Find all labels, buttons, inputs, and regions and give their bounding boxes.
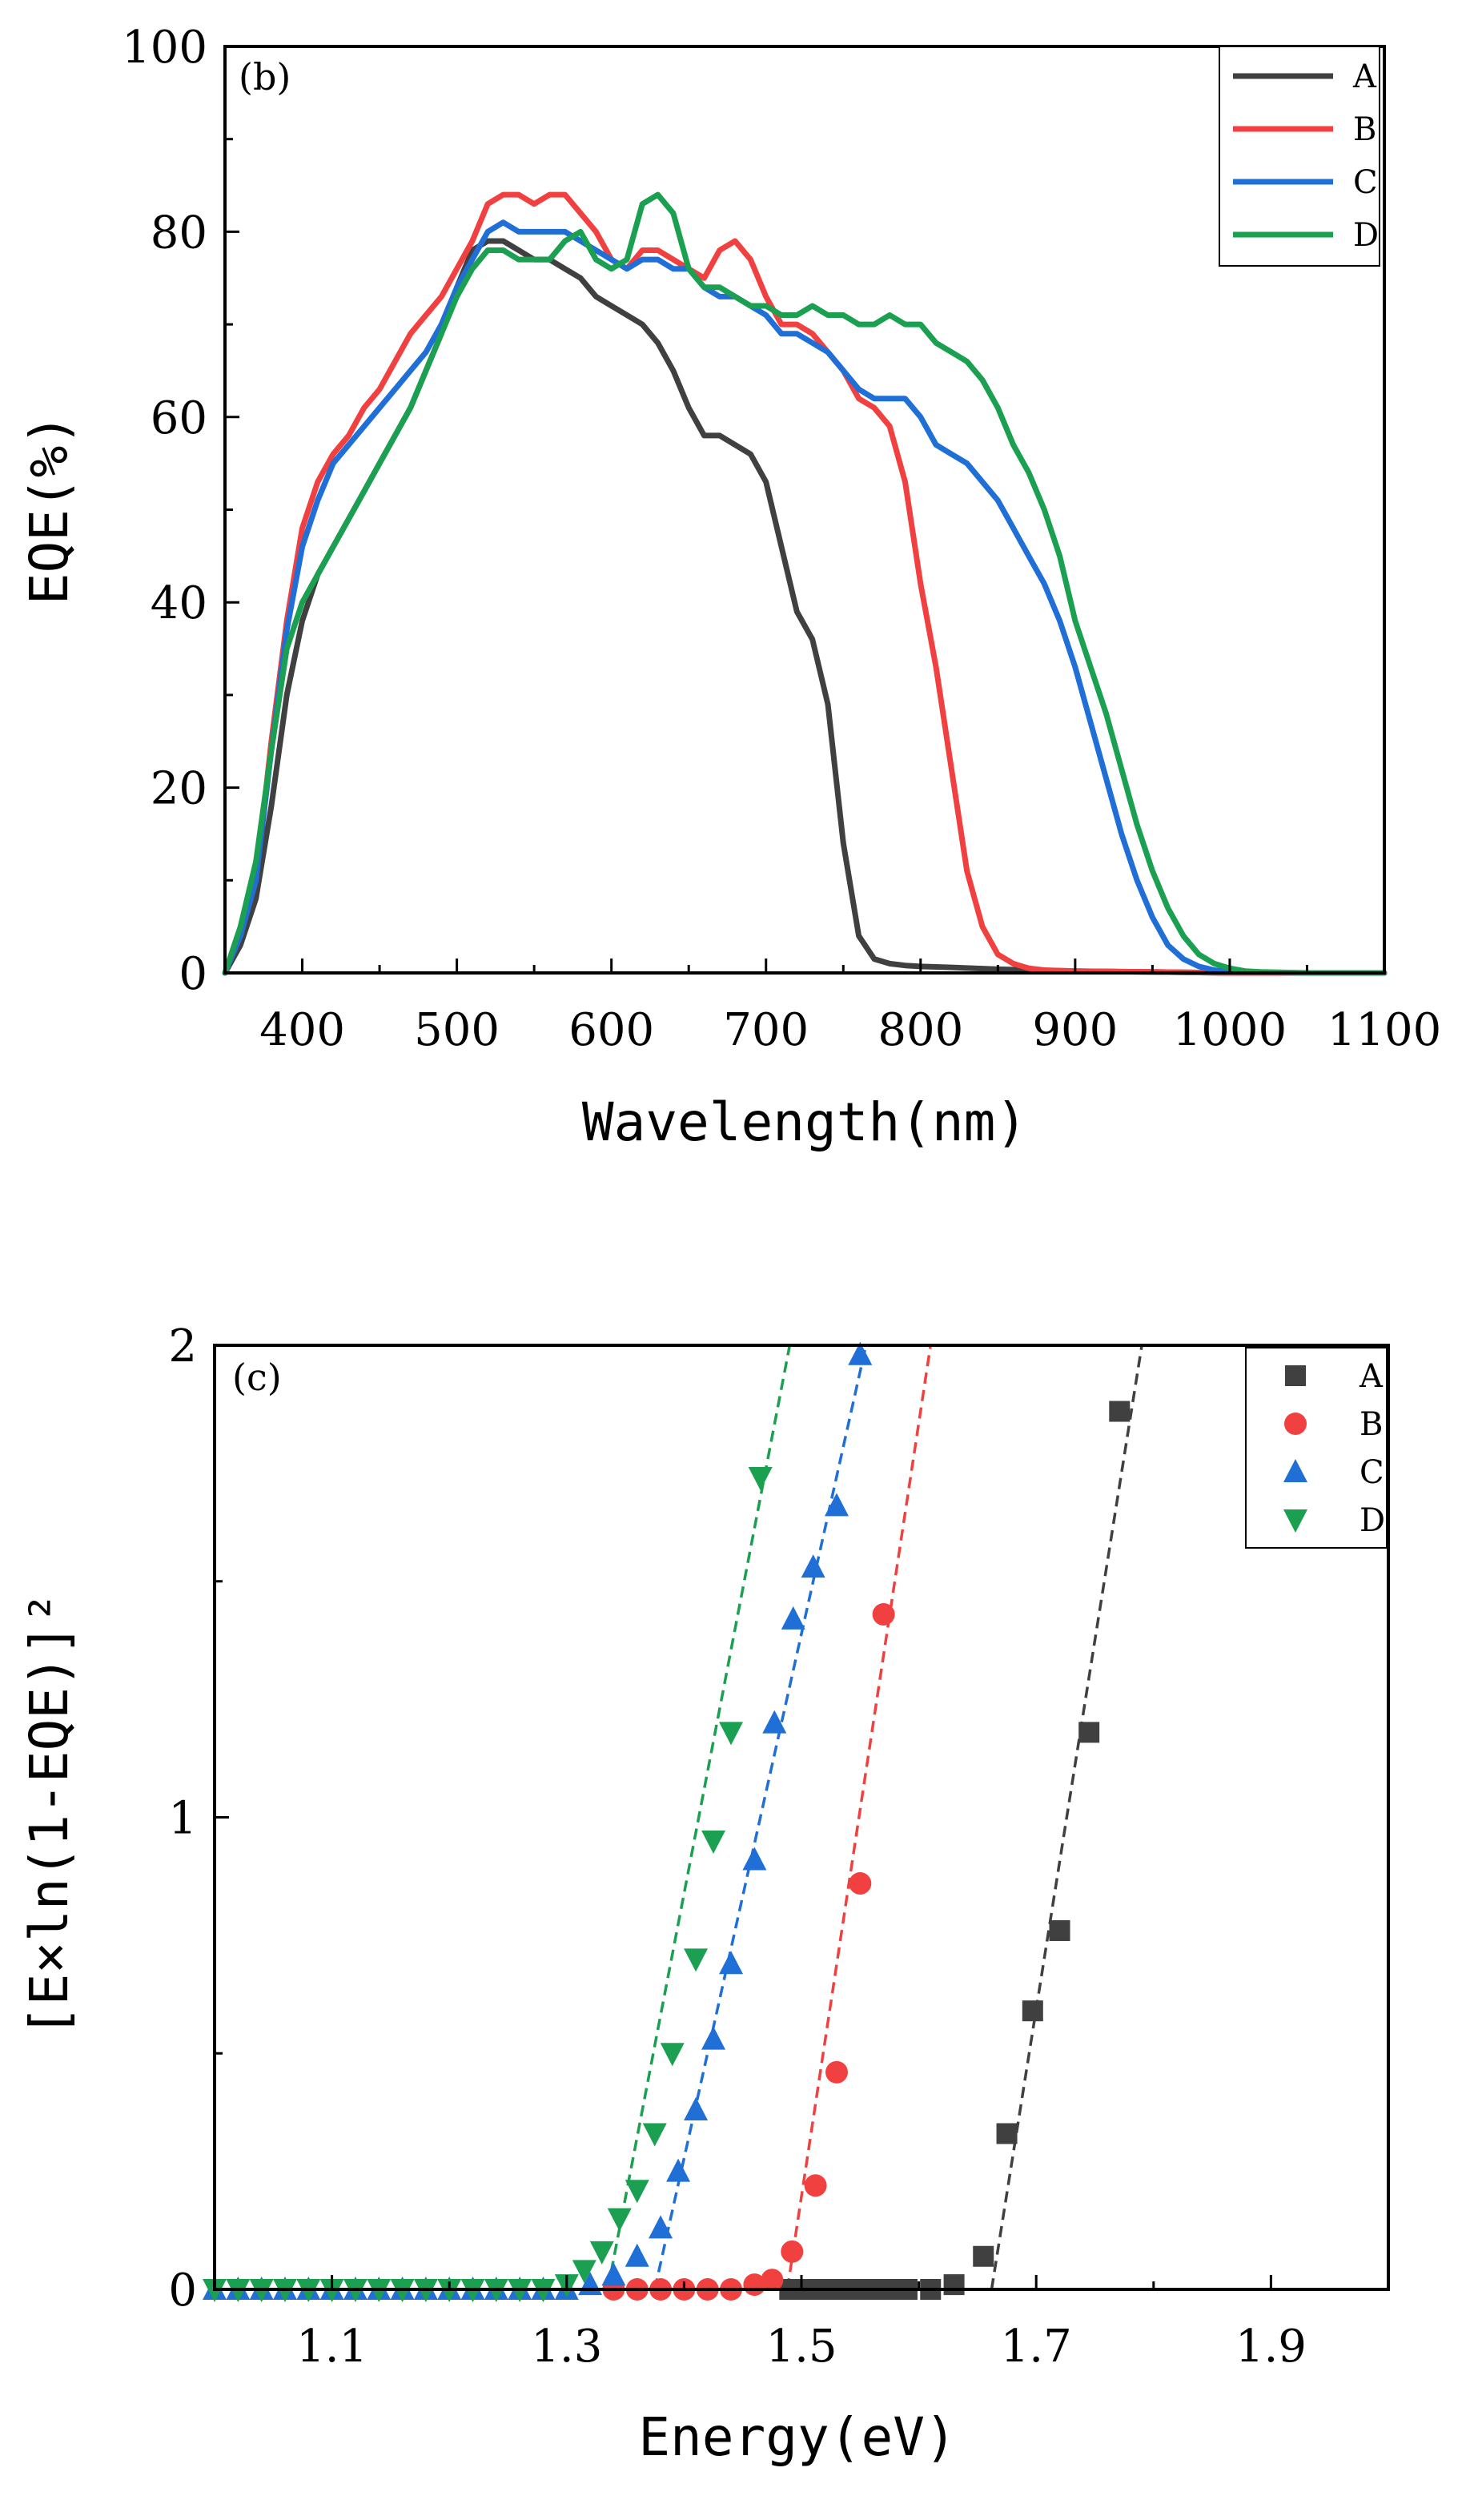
tauc-point-c [601, 2262, 626, 2286]
tauc-legend-label: B [1360, 1406, 1383, 1443]
tauc-plot-area [203, 1341, 1143, 2302]
tauc-y-axis-title: [E×ln(1-EQE)]² [18, 1592, 80, 2037]
eqe-plot-area [222, 191, 1388, 976]
eqe-x-tick-label: 1100 [1327, 1004, 1442, 1056]
eqe-x-tick-label: 700 [723, 1004, 809, 1056]
tauc-point-b [825, 2060, 848, 2084]
eqe-y-tick-label: 100 [122, 22, 207, 74]
eqe-legend-label: B [1353, 111, 1376, 148]
tauc-point-d [719, 1722, 744, 1746]
tauc-point-d [748, 1467, 773, 1491]
eqe-chart: (b) 400 500 600 700 800 900 1000 1100 0 20 40 60 80… [18, 22, 1441, 1153]
tauc-panel-label: (c) [232, 1356, 282, 1399]
eqe-series-line-c [222, 219, 1388, 976]
tauc-x-tick-label: 1.3 [531, 2321, 602, 2373]
tauc-point-a [996, 2123, 1018, 2144]
tauc-point-b [761, 2269, 784, 2292]
tauc-point-b [804, 2174, 827, 2197]
tauc-y-axis: 0 1 2 [168, 1320, 229, 2317]
tauc-point-d [625, 2180, 649, 2204]
tauc-point-c [625, 2243, 649, 2267]
eqe-y-tick-label: 60 [151, 392, 207, 444]
eqe-y-axis: 0 20 40 60 80 100 [122, 22, 239, 1000]
tauc-legend-label: D [1360, 1502, 1385, 1539]
tauc-point-c [801, 1554, 825, 1578]
tauc-legend-label: A [1359, 1358, 1384, 1395]
tauc-point-c [649, 2215, 673, 2239]
tauc-x-axis: 1.1 1.3 1.5 1.7 1.9 [213, 2275, 1390, 2373]
tauc-fit-line-a [990, 1344, 1143, 2290]
eqe-panel-label: (b) [239, 55, 291, 98]
tauc-x-axis-title: Energy(eV) [638, 2406, 956, 2468]
tauc-point-c [684, 2096, 709, 2120]
tauc-point-b [872, 1603, 895, 1626]
tauc-point-a [1049, 1919, 1070, 1941]
eqe-y-tick-label: 80 [151, 207, 207, 259]
eqe-y-tick-label: 20 [151, 763, 207, 815]
tauc-point-d [607, 2208, 632, 2232]
eqe-legend-label: D [1353, 217, 1379, 254]
eqe-y-axis-title: EQE(%) [18, 414, 80, 605]
tauc-x-tick-label: 1.7 [1001, 2321, 1072, 2373]
tauc-fit-line-d [606, 1344, 792, 2290]
eqe-x-tick-label: 500 [414, 1004, 500, 1056]
eqe-axes-frame [223, 45, 1386, 975]
eqe-legend-box [1219, 46, 1380, 267]
tauc-legend-marker-a [1285, 1365, 1306, 1386]
tauc-point-a [1078, 1722, 1100, 1743]
tauc-point-c [742, 1847, 767, 1871]
tauc-point-c [701, 2026, 726, 2050]
tauc-axes-frame [213, 1344, 1390, 2291]
tauc-point-c [848, 1341, 873, 1365]
eqe-x-tick-label: 900 [1032, 1004, 1118, 1056]
eqe-x-tick-label: 1000 [1173, 1004, 1287, 1056]
tauc-point-b [849, 1872, 872, 1895]
tauc-point-a [1109, 1401, 1131, 1422]
tauc-y-tick-label: 2 [168, 1320, 197, 1373]
tauc-point-d [684, 1948, 709, 1972]
tauc-point-b [781, 2240, 804, 2263]
tauc-legend-marker-c [1283, 1459, 1307, 1482]
tauc-x-tick-label: 1.9 [1235, 2321, 1307, 2373]
tauc-point-c [666, 2158, 691, 2182]
tauc-point-a [1022, 2000, 1043, 2022]
tauc-x-tick-label: 1.1 [296, 2321, 367, 2373]
tauc-point-d [701, 1830, 726, 1854]
tauc-y-tick-label: 1 [168, 1793, 197, 1845]
tauc-x-tick-label: 1.5 [765, 2321, 837, 2373]
tauc-fit-line-c [653, 1344, 868, 2290]
tauc-point-c [719, 1951, 744, 1975]
eqe-x-axis-title: Wavelength(nm) [582, 1091, 1027, 1153]
tauc-point-c [781, 1606, 805, 1630]
tauc-point-a [943, 2274, 965, 2296]
eqe-x-axis: 400 500 600 700 800 900 1000 1100 [223, 959, 1442, 1056]
tauc-point-d [572, 2260, 596, 2284]
eqe-y-tick-label: 40 [151, 577, 207, 629]
tauc-fit-line-b [785, 1344, 932, 2290]
eqe-series-line-b [222, 191, 1388, 976]
eqe-x-tick-label: 400 [259, 1004, 345, 1056]
tauc-point-d [642, 2123, 667, 2147]
eqe-y-tick-label: 0 [179, 948, 207, 1000]
tauc-point-d [589, 2241, 614, 2265]
eqe-legend-label: A [1352, 58, 1377, 95]
eqe-x-tick-label: 800 [878, 1004, 963, 1056]
eqe-x-tick-label: 600 [568, 1004, 654, 1056]
tauc-legend-box [1245, 1347, 1388, 1549]
eqe-series-line-d [222, 191, 1388, 976]
tauc-point-d [660, 2043, 685, 2067]
tauc-legend-marker-b [1284, 1413, 1307, 1435]
tauc-point-c [762, 1710, 787, 1734]
tauc-y-tick-label: 0 [168, 2265, 197, 2317]
tauc-legend-label: C [1360, 1454, 1384, 1491]
tauc-point-a [973, 2245, 994, 2267]
tauc-legend-marker-d [1283, 1509, 1307, 1533]
tauc-point-c [824, 1493, 849, 1517]
eqe-legend-label: C [1353, 164, 1378, 201]
